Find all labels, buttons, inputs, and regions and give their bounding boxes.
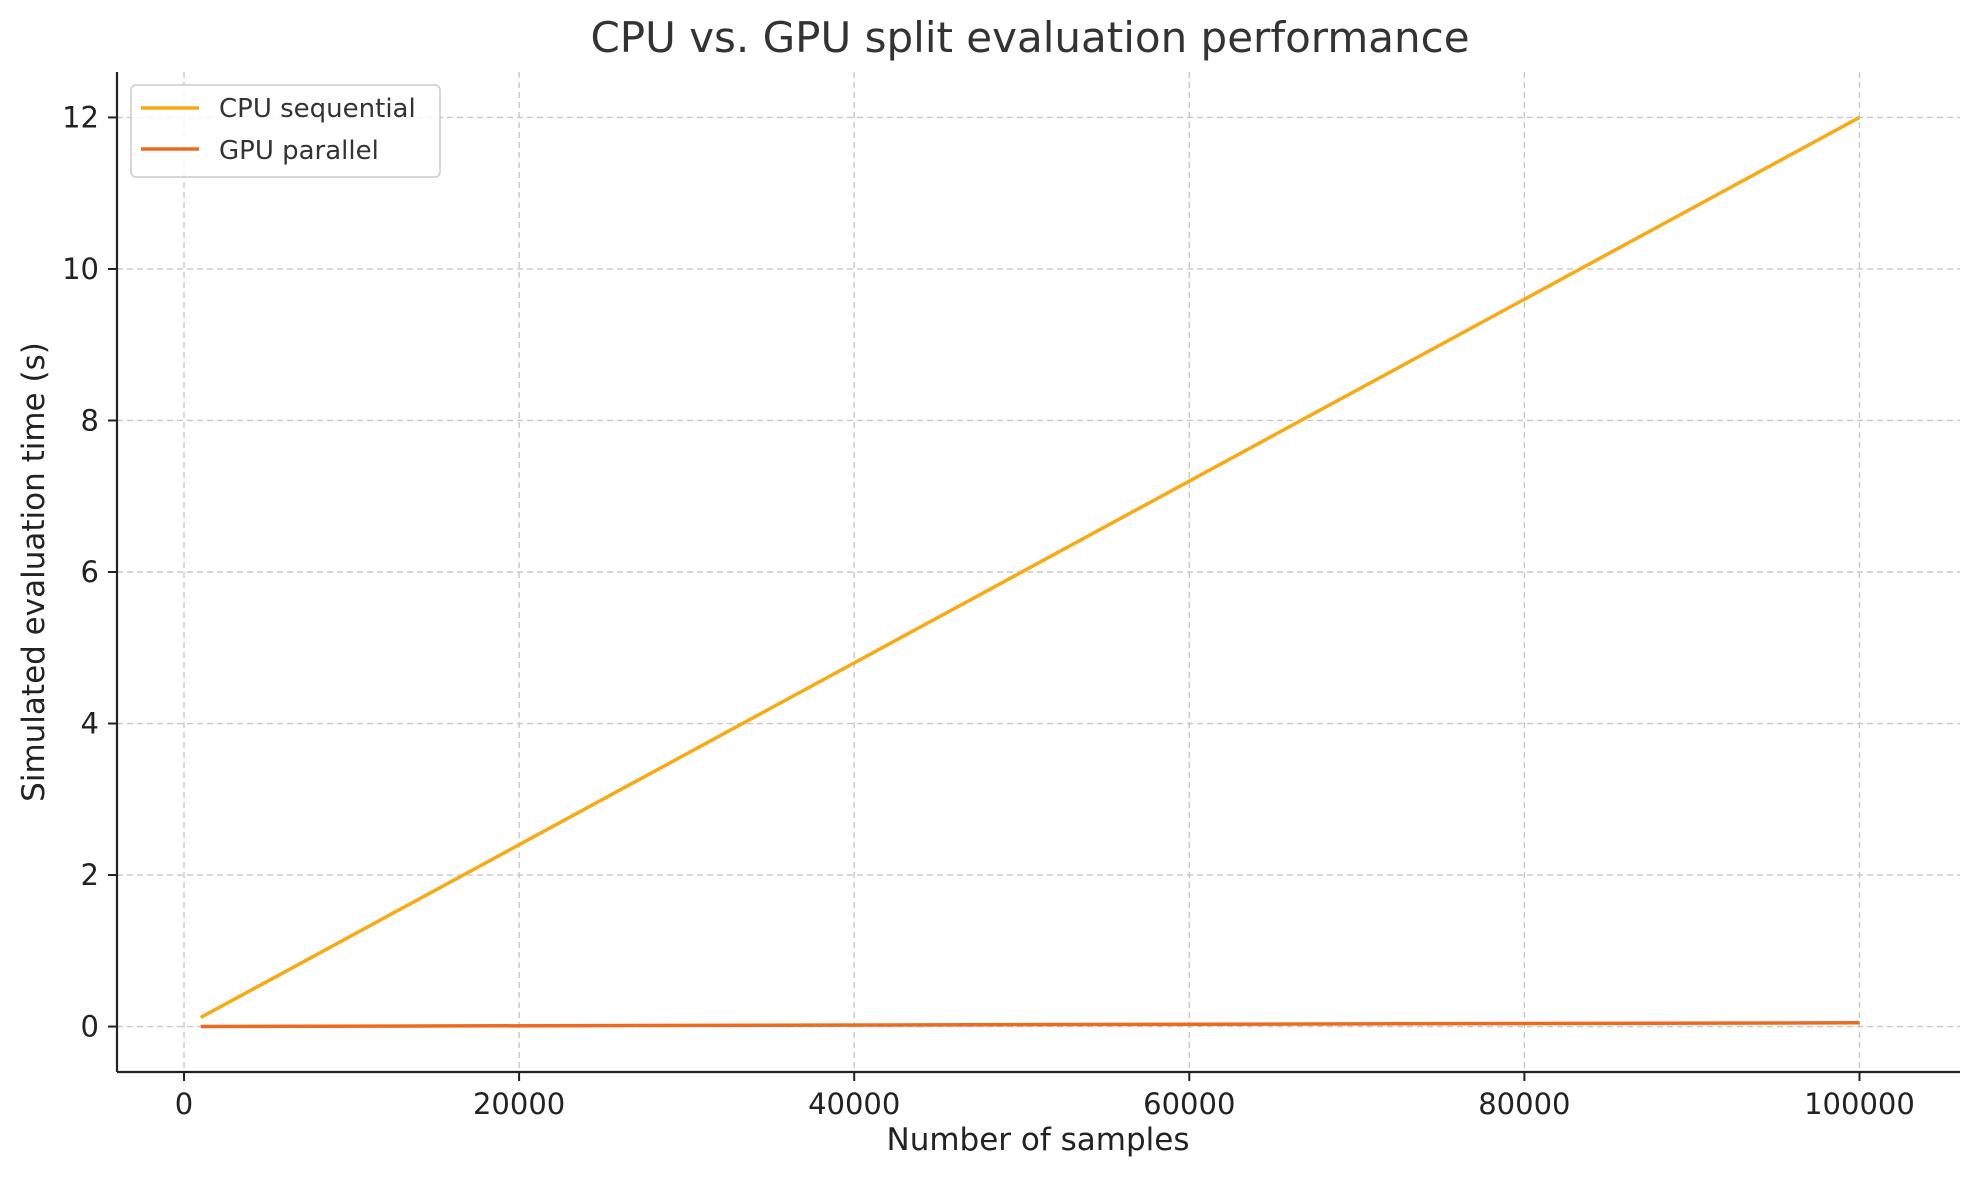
grid-layer <box>117 72 1960 1072</box>
x-tick-label: 100000 <box>1804 1087 1915 1121</box>
series-line-gpu-parallel <box>200 1021 1860 1029</box>
legend-label-cpu-sequential: CPU sequential <box>219 94 416 124</box>
x-axis-label: Number of samples <box>887 1122 1190 1158</box>
x-tick-label: 60000 <box>1143 1087 1235 1121</box>
x-tick-label: 40000 <box>808 1087 900 1121</box>
y-tick-label: 6 <box>81 555 99 589</box>
y-tick-label: 12 <box>62 100 99 134</box>
legend: CPU sequential GPU parallel <box>130 84 441 178</box>
y-tick-label: 0 <box>81 1010 99 1044</box>
chart-title: CPU vs. GPU split evaluation performance <box>590 13 1469 62</box>
y-axis-label: Simulated evaluation time (s) <box>16 342 52 802</box>
x-tick-label: 80000 <box>1478 1087 1570 1121</box>
series-layer <box>199 115 1861 1029</box>
y-tick-label: 2 <box>81 858 99 892</box>
y-tick-label: 4 <box>81 707 99 741</box>
y-tick-label: 10 <box>62 252 99 286</box>
series-line-cpu-sequential <box>199 115 1861 1019</box>
legend-label-gpu-parallel: GPU parallel <box>219 136 379 166</box>
y-tick-label: 8 <box>81 403 99 437</box>
legend-box <box>130 84 441 178</box>
x-tick-label: 0 <box>175 1087 193 1121</box>
x-tick-label: 20000 <box>473 1087 565 1121</box>
ticks-layer: 0 20000 40000 60000 80000 100000 0 2 4 6 8 10 12 <box>62 100 1915 1121</box>
